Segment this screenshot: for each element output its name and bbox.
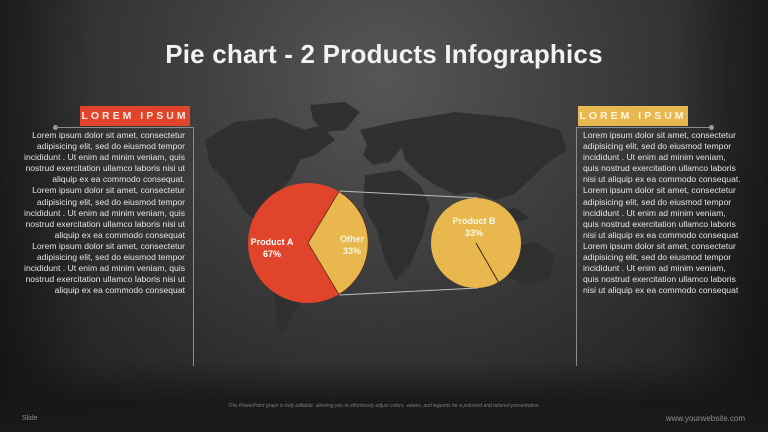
product-b-value: 33%	[464, 228, 483, 238]
right-connector-dot	[709, 125, 714, 130]
connector-line-top	[338, 190, 479, 199]
right-paragraph-2: Lorem ipsum dolor sit amet, consectetur …	[583, 185, 739, 240]
product-a-label: Product A 67%	[244, 236, 300, 260]
connector-line-bottom	[338, 287, 479, 296]
left-paragraph-1: Lorem ipsum dolor sit amet, consectetur …	[24, 130, 185, 185]
left-panel-rule	[56, 127, 193, 128]
slide-label: Slide	[22, 415, 38, 422]
right-panel-header: LOREM IPSUM	[578, 106, 688, 126]
right-panel-rule	[576, 127, 710, 128]
left-connector-dot	[53, 125, 58, 130]
product-b-name: Product B	[452, 216, 496, 226]
other-value: 33%	[342, 246, 361, 256]
breakout-pie-divider	[475, 242, 500, 284]
left-paragraph-3: Lorem ipsum dolor sit amet, consectetur …	[24, 240, 185, 296]
other-name: Other	[339, 234, 364, 244]
footer-note: This PowerPoint graph is fully editable,…	[228, 403, 540, 409]
other-label: Other 33%	[332, 233, 372, 257]
right-panel-vertical-rule	[576, 127, 577, 366]
right-panel-text: Lorem ipsum dolor sit amet, consectetur …	[583, 130, 743, 296]
website-link[interactable]: www.yourwebsite.com	[665, 414, 745, 423]
right-paragraph-1: Lorem ipsum dolor sit amet, consectetur …	[583, 130, 741, 185]
footer-band	[0, 362, 768, 432]
pie-slice-other[interactable]	[307, 190, 369, 296]
page-title: Pie chart - 2 Products Infographics	[165, 39, 603, 70]
product-a-name: Product A	[250, 237, 294, 247]
product-a-value: 67%	[262, 249, 281, 259]
left-panel-vertical-rule	[193, 127, 194, 366]
left-panel-header: LOREM IPSUM	[80, 106, 190, 126]
right-paragraph-3: Lorem ipsum dolor sit amet, consectetur …	[583, 240, 739, 296]
product-b-label: Product B 33%	[444, 215, 504, 239]
left-panel-text: Lorem ipsum dolor sit amet, consectetur …	[20, 130, 185, 296]
left-paragraph-2: Lorem ipsum dolor sit amet, consectetur …	[24, 185, 185, 240]
